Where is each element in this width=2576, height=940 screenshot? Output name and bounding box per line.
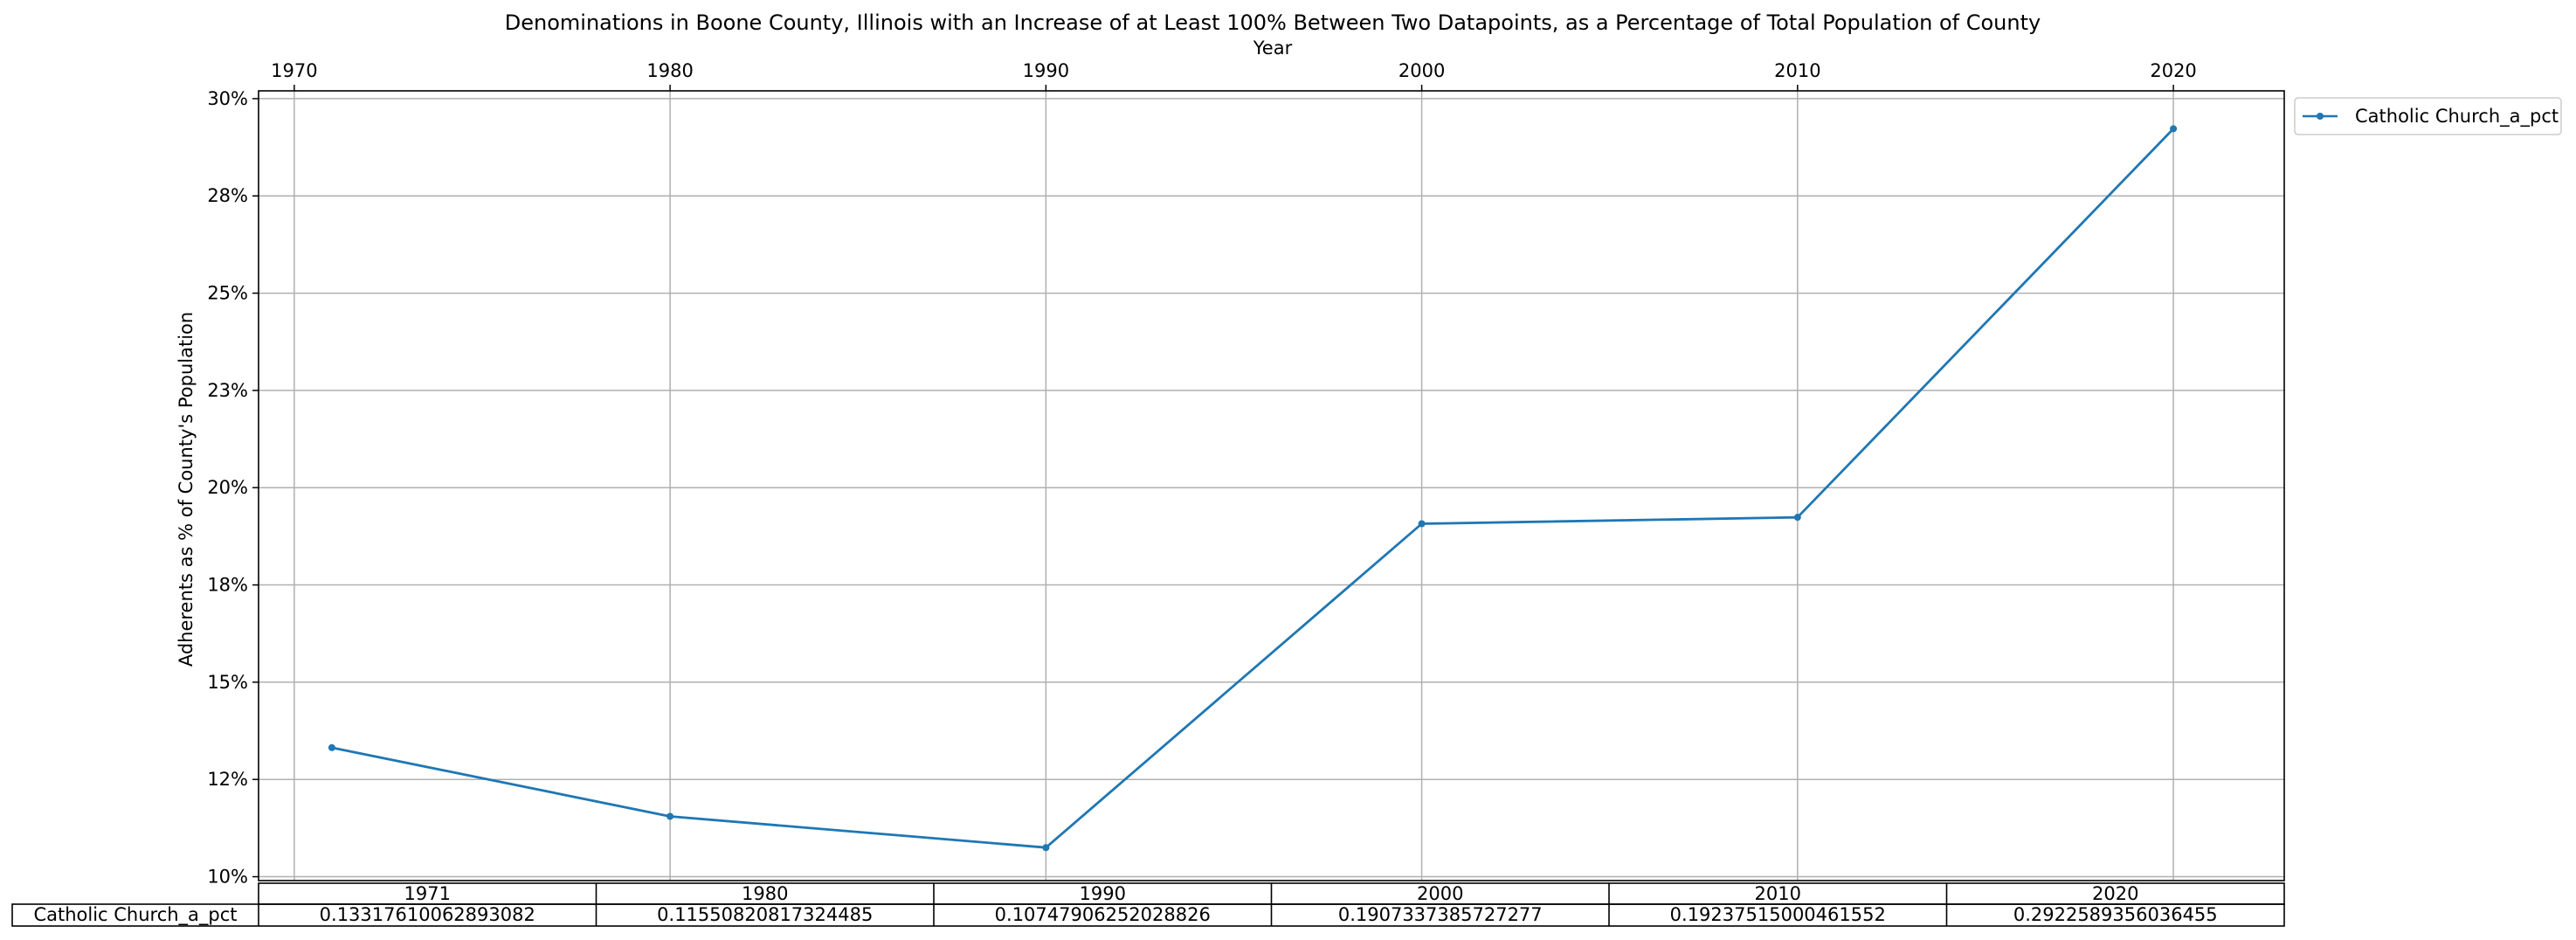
plot-area [258, 90, 2285, 881]
y-tick-label: 23% [207, 380, 248, 401]
data-table: 1971 1980 1990 2000 2010 2020 Catholic Church_… [11, 882, 2285, 927]
table-cell: 0.10747906252028826 [995, 904, 1211, 925]
table-row-label: Catholic Church_a_pct [33, 904, 237, 926]
legend-box [2294, 97, 2562, 135]
axis-ticks: 1970 1980 1990 2000 2010 2020 10% 12% 15% 18% 20% 2… [207, 60, 2196, 888]
y-tick-label: 18% [207, 575, 248, 596]
table-column-header: 1990 [1080, 883, 1126, 904]
y-tick-label: 30% [207, 88, 248, 109]
x-tick-label: 1980 [646, 60, 693, 81]
x-axis-label: Year [1253, 38, 1293, 59]
data-point [1042, 844, 1050, 852]
y-tick-label: 25% [207, 283, 248, 304]
table-cell: 0.11550820817324485 [657, 904, 873, 925]
table-column-header: 1980 [742, 883, 788, 904]
table-cell: 0.19237515000461552 [1670, 904, 1886, 925]
table-data-row [11, 903, 2285, 927]
x-tick-label: 2010 [1774, 60, 1820, 81]
data-point [2170, 125, 2178, 133]
legend-entry-catholic-church: Catholic Church_a_pct [2355, 106, 2559, 128]
y-tick-label: 20% [207, 477, 248, 498]
table-column-header: 2000 [1417, 883, 1463, 904]
table-cell: 0.13317610062893082 [320, 904, 535, 925]
series-catholic-church [328, 125, 2178, 852]
legend: Catholic Church_a_pct [2294, 97, 2562, 135]
x-tick-label: 1990 [1023, 60, 1069, 81]
legend-point-marker [2317, 113, 2324, 120]
x-tick-label: 2000 [1398, 60, 1445, 81]
y-tick-label: 12% [207, 769, 248, 790]
data-point [666, 812, 674, 820]
data-point [1418, 520, 1426, 528]
table-column-header: 2020 [2092, 883, 2138, 904]
data-point [1793, 514, 1801, 522]
y-axis-label: Adherents as % of County's Population [176, 312, 197, 667]
y-tick-label: 28% [207, 185, 248, 206]
y-tick-label: 10% [207, 867, 248, 888]
series-line [331, 128, 2175, 849]
table-cell: 0.2922589356036455 [2013, 904, 2218, 925]
chart-title: Denominations in Boone County, Illinois … [505, 10, 2041, 35]
data-point [328, 743, 335, 751]
table-cell: 0.1907337385727277 [1338, 904, 1543, 925]
grid [259, 91, 2284, 881]
x-tick-label: 1970 [271, 60, 317, 81]
table-column-header: 1971 [404, 883, 451, 904]
x-tick-label: 2020 [2150, 60, 2196, 81]
y-tick-label: 15% [207, 672, 248, 693]
table-column-header: 2010 [1755, 883, 1801, 904]
